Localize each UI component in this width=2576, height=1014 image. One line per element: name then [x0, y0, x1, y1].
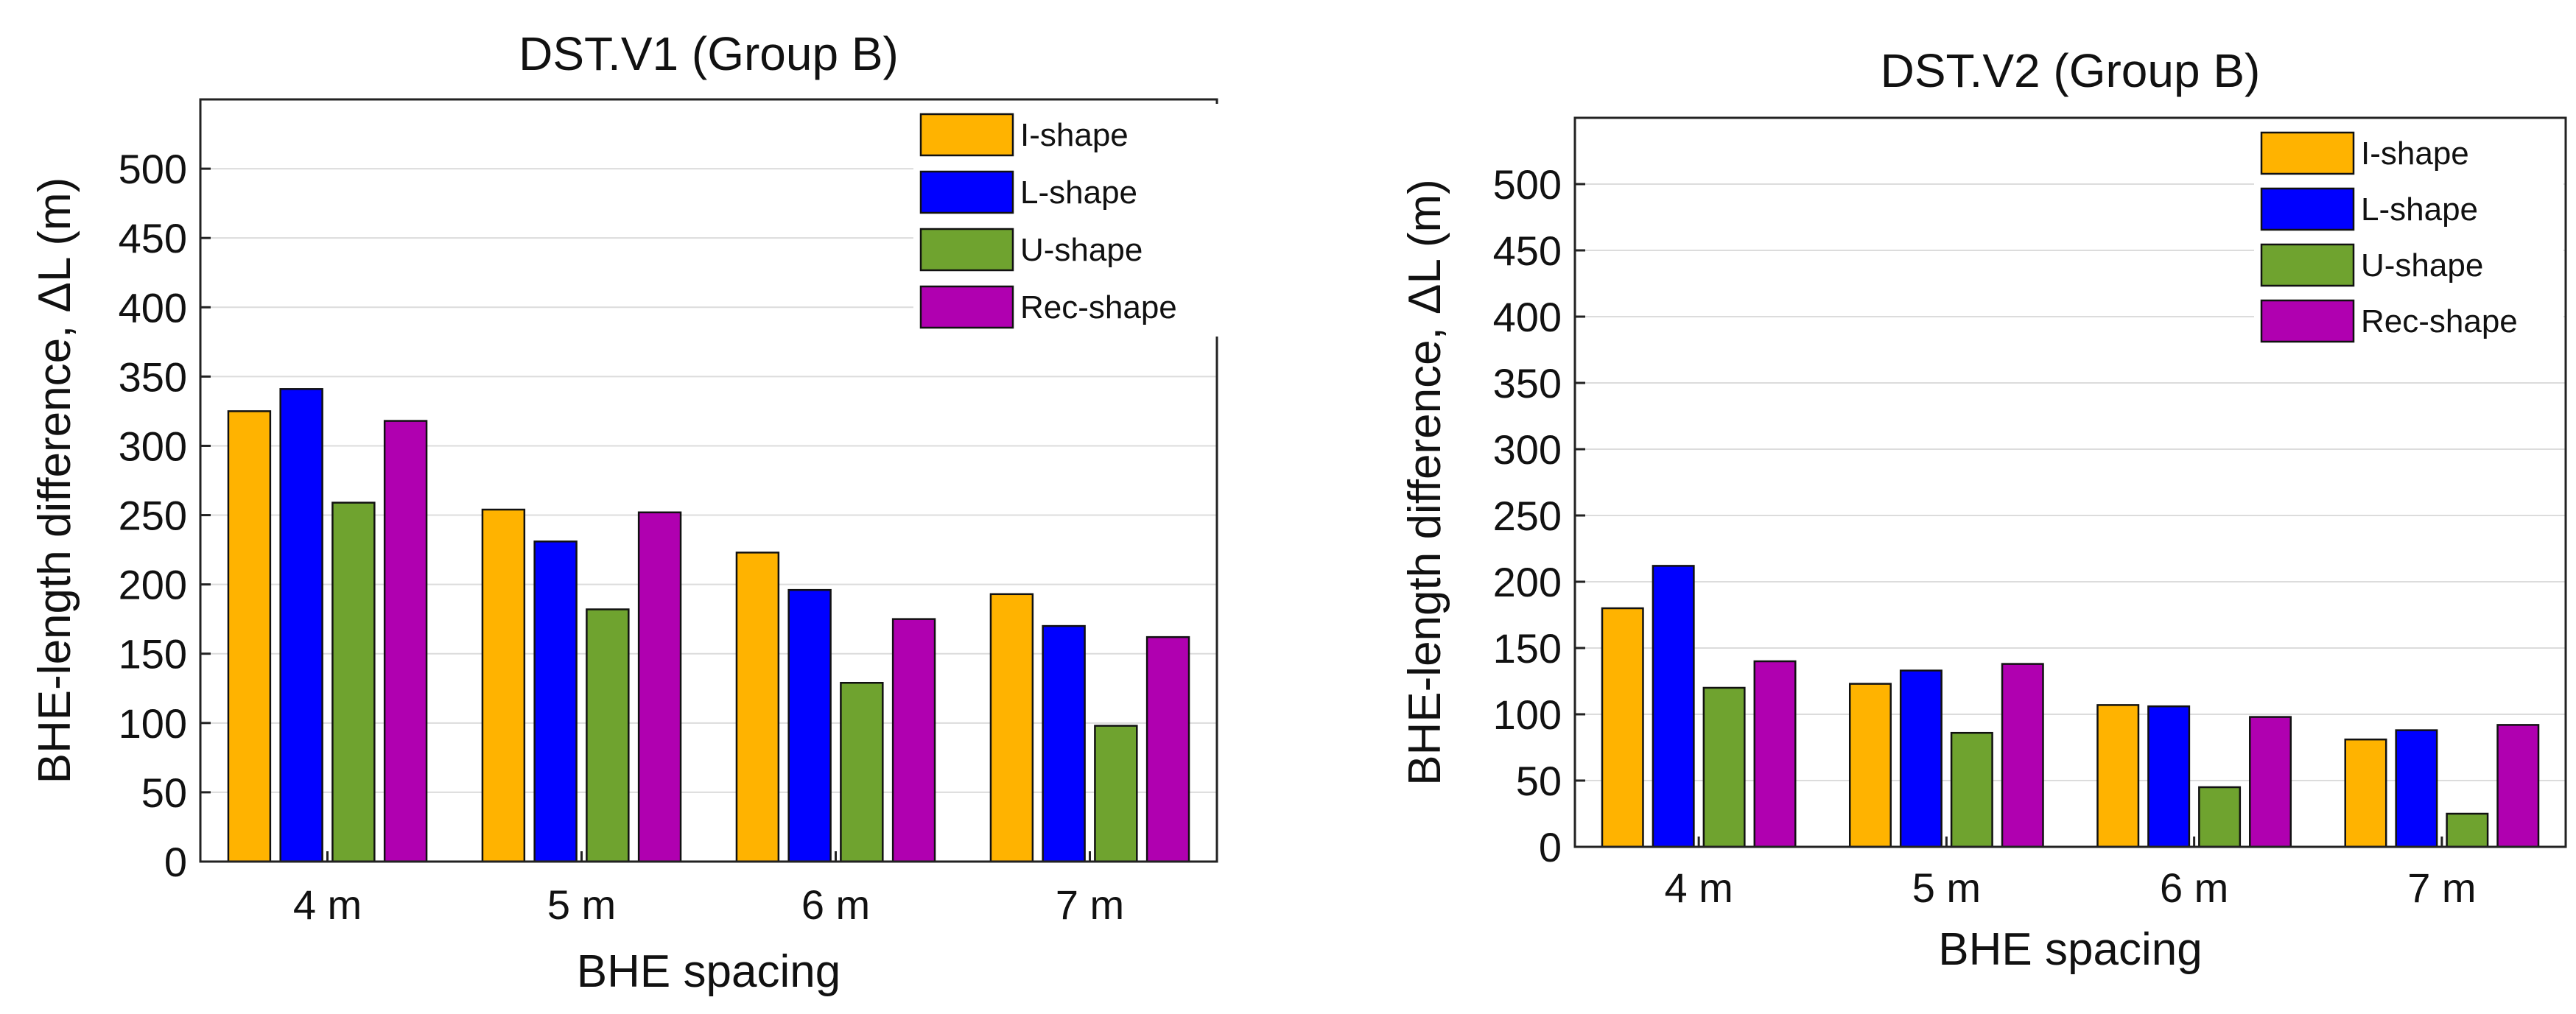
bar-l-shape-6m	[2147, 705, 2191, 848]
bar-u-shape-4m	[1702, 686, 1746, 848]
bar-rec-shape-7m	[1145, 635, 1190, 863]
legend-label: U-shape	[2361, 247, 2483, 284]
y-tick-label: 500	[119, 146, 187, 192]
x-tick-label: 7 m	[1056, 881, 1124, 928]
bar-i-shape-6m	[2096, 704, 2140, 848]
legend-label: L-shape	[2361, 191, 2478, 228]
y-tick-label: 350	[119, 353, 187, 400]
bar-i-shape-4m	[1601, 607, 1644, 848]
legend-swatch	[2260, 299, 2355, 343]
bar-rec-shape-5m	[637, 511, 682, 863]
y-tick-label: 400	[119, 284, 187, 331]
bar-rec-shape-4m	[383, 420, 428, 863]
y-tick-label: 450	[119, 215, 187, 261]
bar-u-shape-7m	[2446, 812, 2489, 848]
y-tick-label: 400	[1493, 294, 1562, 340]
bar-u-shape-5m	[1950, 731, 1993, 848]
legend-label: L-shape	[1020, 175, 1137, 211]
chart-title: DST.V2 (Group B)	[1881, 44, 2261, 97]
y-tick-label: 200	[1493, 559, 1562, 605]
bar-u-shape-5m	[586, 608, 630, 863]
y-tick-label: 200	[119, 562, 187, 608]
y-tick-label: 250	[119, 493, 187, 539]
x-tick-label: 5 m	[547, 881, 616, 928]
y-tick-label: 0	[1539, 824, 1562, 870]
bar-l-shape-7m	[2395, 729, 2438, 848]
legend-swatch	[919, 228, 1014, 272]
legend-swatch	[2260, 187, 2355, 231]
y-tick-label: 500	[1493, 161, 1562, 208]
y-tick-label: 300	[1493, 426, 1562, 473]
legend-swatch	[2260, 243, 2355, 287]
bar-rec-shape-4m	[1753, 660, 1797, 848]
bar-rec-shape-6m	[2249, 716, 2292, 848]
y-tick-label: 100	[119, 700, 187, 747]
y-tick-label: 100	[1493, 691, 1562, 738]
bar-l-shape-5m	[533, 541, 578, 863]
bar-u-shape-6m	[840, 681, 884, 863]
legend-swatch	[919, 170, 1014, 214]
legend-label: U-shape	[1020, 232, 1143, 268]
bar-u-shape-4m	[331, 501, 376, 863]
bar-l-shape-4m	[1652, 565, 1695, 848]
y-tick-label: 300	[119, 423, 187, 469]
bar-i-shape-5m	[481, 508, 526, 863]
x-tick-label: 6 m	[2160, 865, 2228, 911]
plot-frame	[199, 98, 1218, 863]
legend-label: I-shape	[1020, 117, 1129, 153]
y-tick-label: 150	[119, 631, 187, 677]
plot-frame	[1573, 116, 2567, 848]
y-tick-label: 0	[164, 839, 187, 885]
bar-l-shape-4m	[279, 388, 323, 863]
bar-i-shape-4m	[227, 410, 272, 863]
y-tick-label: 50	[141, 770, 187, 816]
chart-panel-1: DST.V1 (Group B) 0 50 100 150 200 250 300 350 400…	[29, 27, 1223, 997]
x-tick-label: 4 m	[1664, 865, 1733, 911]
y-tick-label: 350	[1493, 360, 1562, 406]
legend: I-shape L-shape U-shape Rec-shape	[913, 104, 1223, 337]
legend-swatch	[919, 113, 1014, 157]
x-tick-label: 4 m	[293, 881, 362, 928]
legend: I-shape L-shape U-shape Rec-shape	[2254, 122, 2563, 349]
bar-i-shape-5m	[1848, 683, 1892, 848]
x-tick-label: 6 m	[801, 881, 870, 928]
y-axis-label: BHE-length difference, ΔL (m)	[1400, 179, 1450, 786]
bar-i-shape-7m	[989, 593, 1034, 863]
chart-panel-2: DST.V2 (Group B) 0 50 100 150 200 250 300 350 400…	[1400, 44, 2567, 975]
legend-swatch	[2260, 131, 2355, 175]
x-tick-label: 7 m	[2407, 865, 2476, 911]
legend-swatch	[919, 285, 1014, 329]
bar-rec-shape-6m	[891, 618, 936, 863]
bar-l-shape-6m	[787, 588, 832, 863]
legend-label: Rec-shape	[1020, 289, 1177, 325]
y-tick-label: 50	[1516, 758, 1562, 804]
y-tick-label: 150	[1493, 625, 1562, 672]
y-tick-label: 250	[1493, 493, 1562, 539]
bar-i-shape-7m	[2344, 738, 2387, 848]
legend-label: Rec-shape	[2361, 303, 2518, 339]
bar-rec-shape-7m	[2496, 724, 2540, 848]
x-axis-label: BHE spacing	[577, 946, 840, 997]
bar-i-shape-6m	[735, 552, 780, 863]
bar-l-shape-7m	[1042, 624, 1086, 863]
bar-u-shape-7m	[1094, 725, 1138, 863]
bar-l-shape-5m	[1899, 669, 1942, 848]
x-axis-label: BHE spacing	[1938, 924, 2202, 975]
y-tick-label: 450	[1493, 228, 1562, 274]
x-tick-label: 5 m	[1912, 865, 1981, 911]
y-axis-label: BHE-length difference, ΔL (m)	[29, 177, 80, 784]
bar-u-shape-6m	[2198, 786, 2242, 848]
bar-rec-shape-5m	[2001, 663, 2044, 848]
chart-title: DST.V1 (Group B)	[519, 27, 899, 80]
legend-label: I-shape	[2361, 135, 2469, 172]
